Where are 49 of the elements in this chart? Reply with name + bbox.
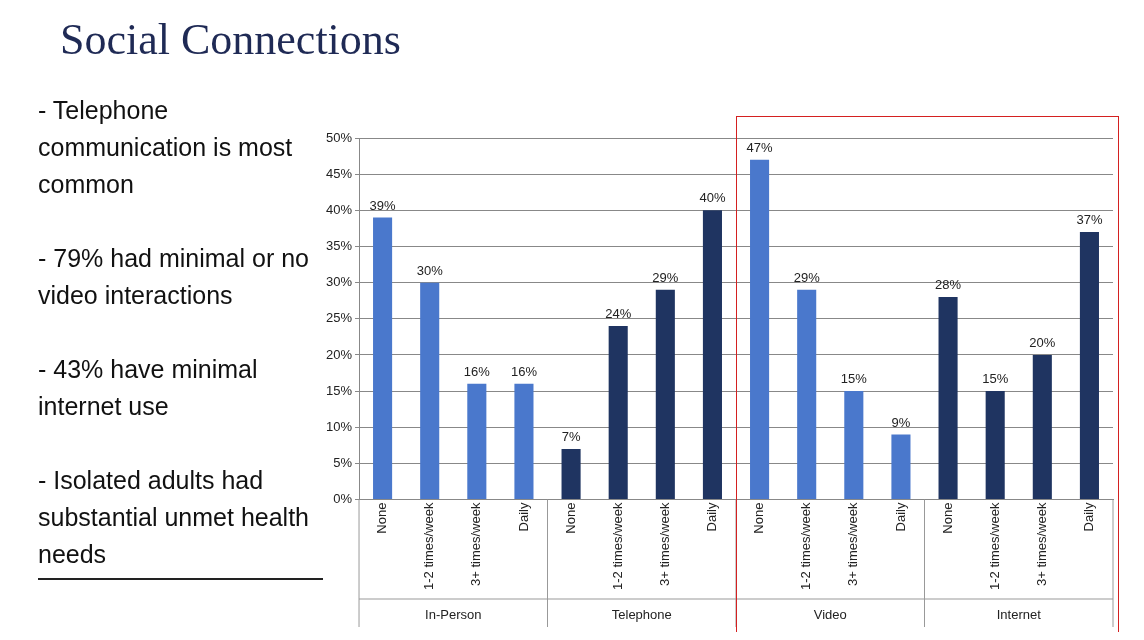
data-label: 16%	[463, 363, 491, 379]
data-label: 39%	[369, 197, 397, 213]
data-label: 30%	[416, 262, 444, 278]
x-tick-label: 1-2 times/week	[986, 502, 1002, 590]
data-label: 40%	[699, 190, 726, 206]
x-tick-label: None	[751, 502, 767, 534]
data-label: 47%	[746, 139, 774, 155]
x-tick-label: Daily	[892, 502, 908, 532]
y-tick-label: 25%	[325, 310, 353, 326]
x-tick-label: None	[374, 502, 390, 534]
y-tick-label: 45%	[325, 165, 353, 181]
y-tick-label: 35%	[325, 238, 353, 254]
x-tick-label: Daily	[515, 502, 531, 532]
data-label: 15%	[982, 371, 1009, 387]
text: Telephone	[611, 606, 672, 622]
y-tick-label: 10%	[325, 418, 353, 434]
text: In-Person	[425, 606, 482, 622]
x-tick-label: 3+ times/week	[468, 502, 484, 587]
x-tick-label: None	[939, 502, 955, 534]
x-tick-label: Daily	[704, 502, 720, 532]
y-tick-label: 40%	[325, 201, 353, 217]
data-label: 29%	[793, 269, 821, 285]
x-tick-label: Daily	[1081, 502, 1097, 532]
x-tick-label: None	[562, 502, 578, 534]
data-label: 16%	[510, 363, 538, 379]
data-label: 15%	[840, 371, 868, 387]
data-label: 9%	[891, 414, 911, 430]
text: - Telephone communication is most common - 79% had minimal or no video interactions - 43% have minimal internet use - Isolated adults had substantial unmet health needs	[38, 96, 310, 568]
x-tick-label: 3+ times/week	[845, 502, 861, 587]
y-tick-label: 15%	[325, 382, 353, 398]
data-label: 28%	[935, 277, 962, 293]
y-tick-label: 50%	[325, 129, 353, 145]
data-label: 37%	[1076, 212, 1103, 228]
x-tick-label: 3+ times/week	[656, 502, 672, 587]
chart-title: Social Connections	[60, 14, 401, 65]
y-tick-label: 0%	[333, 491, 353, 507]
text: Video	[813, 606, 847, 622]
data-label: 7%	[561, 429, 581, 445]
x-tick-label: 3+ times/week	[1033, 502, 1049, 587]
text: Internet	[996, 606, 1042, 622]
x-tick-label: 1-2 times/week	[421, 502, 437, 590]
data-label: 24%	[605, 306, 632, 322]
x-tick-label: 1-2 times/week	[798, 502, 814, 590]
y-tick-label: 30%	[325, 274, 353, 290]
y-tick-label: 5%	[333, 455, 353, 470]
x-tick-label: 1-2 times/week	[609, 502, 625, 590]
data-label: 20%	[1029, 335, 1056, 351]
y-tick-label: 20%	[325, 346, 353, 362]
data-label: 29%	[652, 269, 679, 285]
